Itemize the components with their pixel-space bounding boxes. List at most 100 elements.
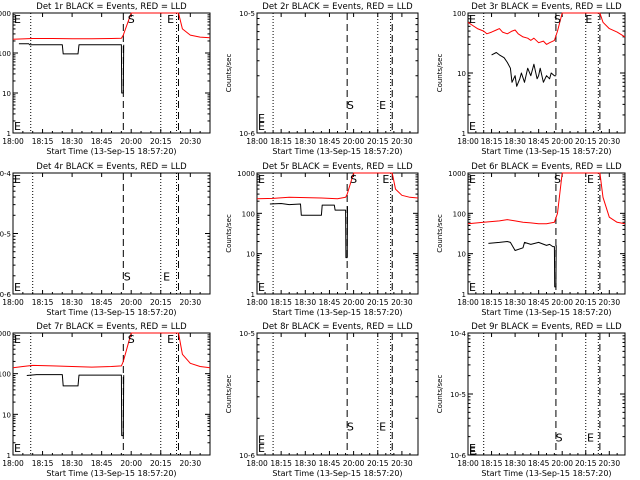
panel-title: Det 5r BLACK = Events, RED = LLD	[262, 162, 413, 172]
y-axis-label: Counts/sec	[225, 375, 233, 414]
x-tick-label: 18:15	[32, 459, 54, 468]
x-axis-label: Start Time (13-Sep-15 18:57:20)	[481, 308, 611, 317]
x-axis-label: Start Time (13-Sep-15 18:57:20)	[272, 147, 402, 156]
plot-frame	[12, 332, 211, 456]
x-tick-label: 20:30	[391, 298, 413, 307]
e-marker: E	[382, 173, 389, 186]
y-tick-label: 10-6	[450, 452, 466, 460]
e-marker: E	[379, 421, 386, 434]
x-tick-label: 20:30	[179, 298, 201, 307]
x-tick-label: 20:00	[551, 298, 573, 307]
y-tick-label: 1	[7, 452, 11, 460]
bottom-e-marker: E	[258, 281, 265, 294]
x-tick-label: 18:30	[294, 298, 316, 307]
x-tick-label: 18:00	[457, 137, 479, 146]
x-tick-label: 18:45	[528, 137, 550, 146]
panel-title: Det 3r BLACK = Events, RED = LLD	[471, 2, 622, 12]
x-tick-label: 20:30	[179, 459, 201, 468]
bottom-e-marker: E	[14, 442, 21, 455]
x-tick-label: 20:15	[575, 137, 597, 146]
x-tick-label: 18:00	[2, 459, 24, 468]
e-marker: E	[167, 333, 174, 346]
panel-det-6r: Det 6r BLACK = Events, RED = LLD 18:00 18:…	[436, 162, 626, 317]
lld-series-line	[256, 172, 419, 200]
x-axis-label: Start Time (13-Sep-15 18:57:20)	[272, 469, 402, 478]
y-axis-label: Counts/sec	[225, 214, 233, 253]
y-tick-label: 100	[453, 10, 466, 18]
panel-title: Det 2r BLACK = Events, RED = LLD	[262, 2, 413, 12]
x-tick-label: 20:30	[179, 137, 201, 146]
panel-title: Det 6r BLACK = Events, RED = LLD	[471, 162, 622, 172]
x-tick-label: 18:45	[319, 137, 341, 146]
x-tick-label: 18:00	[246, 459, 268, 468]
x-tick-label: 20:00	[551, 459, 573, 468]
s-marker: S	[556, 431, 563, 444]
e-marker: E	[163, 270, 170, 283]
y-tick-label: 1	[462, 291, 466, 299]
bottom-e-marker: E	[469, 281, 476, 294]
y-tick-label: 100	[453, 210, 466, 218]
start-e-marker: E	[469, 13, 476, 26]
s-marker: S	[347, 99, 354, 112]
x-tick-label: 20:15	[150, 298, 172, 307]
x-tick-label: 20:30	[391, 459, 413, 468]
e-marker: E	[585, 13, 592, 26]
events-series-line	[269, 203, 348, 259]
x-tick-label: 20:15	[150, 459, 172, 468]
s-marker: S	[554, 173, 561, 186]
y-tick-label: 10-5	[0, 231, 11, 239]
x-tick-label: 18:45	[91, 298, 113, 307]
x-tick-label: 18:45	[528, 459, 550, 468]
lld-series-line	[12, 332, 211, 369]
x-tick-label: 18:45	[528, 298, 550, 307]
y-tick-label: 10	[246, 251, 255, 259]
x-tick-label: 18:00	[457, 298, 479, 307]
panel-title: Det 7r BLACK = Events, RED = LLD	[36, 322, 187, 332]
y-axis-label: Counts/sec	[436, 375, 444, 414]
x-tick-label: 18:30	[504, 459, 526, 468]
start-e-marker: E	[469, 444, 476, 457]
x-tick-label: 20:15	[367, 459, 389, 468]
x-axis-label: Start Time (13-Sep-15 18:57:20)	[46, 469, 176, 478]
x-axis-label: Start Time (13-Sep-15 18:57:20)	[46, 308, 176, 317]
x-tick-label: 18:45	[91, 459, 113, 468]
x-tick-label: 18:30	[504, 298, 526, 307]
x-tick-label: 18:30	[61, 137, 83, 146]
x-tick-label: 20:00	[343, 298, 365, 307]
e-marker: E	[587, 173, 594, 186]
bottom-e-marker: E	[14, 120, 21, 133]
y-axis-label: Counts/sec	[436, 214, 444, 253]
x-tick-label: 18:15	[270, 459, 292, 468]
e-marker: E	[587, 431, 594, 444]
panel-title: Det 8r BLACK = Events, RED = LLD	[262, 322, 413, 332]
y-tick-label: 1000	[448, 170, 466, 178]
plot-frame	[467, 172, 626, 295]
start-e-marker: E	[14, 173, 21, 186]
x-tick-label: 20:00	[343, 459, 365, 468]
lld-series-line	[12, 12, 211, 40]
e-marker: E	[167, 13, 174, 26]
x-tick-label: 20:30	[598, 137, 620, 146]
y-tick-label: 10-5	[450, 391, 466, 399]
bottom-e-marker: E	[469, 442, 476, 455]
plot-frame	[467, 12, 626, 134]
x-tick-label: 18:00	[457, 459, 479, 468]
x-tick-label: 18:45	[319, 459, 341, 468]
y-tick-label: 10-4	[0, 170, 12, 178]
s-marker: S	[347, 421, 354, 434]
start-e-marker: E	[258, 173, 265, 186]
x-tick-label: 20:15	[575, 298, 597, 307]
plot-frame	[256, 332, 419, 456]
start-e-marker: E	[469, 173, 476, 186]
x-tick-label: 18:15	[32, 137, 54, 146]
x-tick-label: 20:00	[120, 298, 142, 307]
y-tick-label: 10-5	[239, 330, 255, 338]
bottom-e-marker: E	[14, 281, 21, 294]
plot-frame	[256, 12, 419, 134]
s-marker: S	[350, 173, 357, 186]
y-axis-label: Counts/sec	[436, 54, 444, 93]
x-tick-label: 18:45	[91, 137, 113, 146]
